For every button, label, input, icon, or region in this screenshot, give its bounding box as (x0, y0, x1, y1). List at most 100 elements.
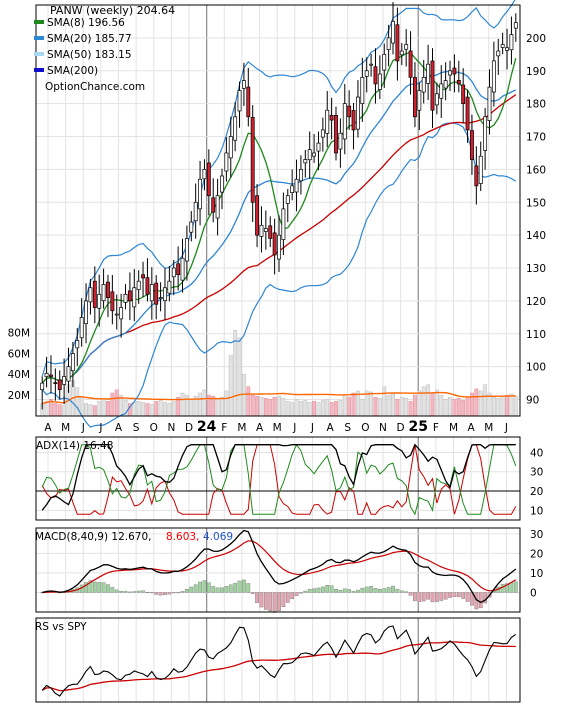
volume-bar (505, 394, 509, 417)
volume-bar (53, 403, 58, 417)
macd-histogram-bar (452, 592, 457, 597)
macd-histogram-bar (272, 592, 277, 613)
macd-histogram-bar (198, 581, 202, 593)
month-tick-label: J (310, 422, 314, 434)
candle-body (456, 79, 461, 85)
macd-histogram-bar (224, 586, 229, 593)
macd-histogram-bar (158, 592, 163, 596)
macd-histogram-bar (290, 592, 295, 600)
macd-histogram-bar (417, 592, 422, 603)
macd-histogram-bar (443, 592, 448, 600)
volume-bar (320, 400, 325, 417)
macd-histogram-bar (220, 587, 224, 593)
candle-body (417, 90, 422, 111)
candle-body (496, 50, 501, 57)
volume-bar (373, 396, 378, 417)
candle-body (53, 382, 58, 384)
candle-body (119, 307, 124, 320)
candle-body (483, 116, 488, 151)
macd-histogram-bar (255, 592, 259, 603)
volume-tick-label: 80M (8, 327, 30, 339)
volume-bar (281, 397, 286, 417)
volume-bar (303, 400, 308, 417)
price-tick-label: 90 (526, 395, 539, 407)
candle-body (163, 287, 167, 301)
volume-bar (312, 401, 316, 417)
month-tick-label: J (292, 422, 296, 434)
legend-swatch-sma200 (34, 68, 44, 72)
volume-bar (307, 402, 312, 417)
macd-histogram-bar (338, 590, 343, 593)
volume-bar (75, 387, 80, 417)
volume-bar (242, 373, 246, 417)
macd-histogram-bar (228, 584, 233, 593)
macd-signal-line (42, 540, 517, 594)
macd-histogram-bar (478, 592, 483, 609)
macd-histogram-bar (342, 588, 347, 593)
candle-body (180, 257, 185, 281)
macd-histogram-bar (386, 587, 391, 593)
volume-bar (110, 392, 115, 417)
minus-di-line (41, 444, 517, 515)
volume-bar (294, 399, 299, 417)
volume-bar (404, 397, 409, 417)
candle-body (351, 110, 356, 131)
volume-bar (167, 403, 172, 417)
candle-body (500, 44, 505, 48)
volume-bar (171, 401, 176, 417)
volume-bar (513, 395, 518, 417)
volume-bar (377, 397, 382, 417)
volume-bar (491, 396, 496, 417)
macd-histogram-bar (145, 591, 150, 593)
candle-body (307, 149, 312, 161)
month-tick-label: M (484, 422, 493, 434)
adx-line (41, 443, 516, 511)
month-tick-label: F (221, 422, 227, 434)
volume-bar (224, 390, 229, 417)
candle-body (84, 300, 88, 325)
macd-histogram-bar (382, 588, 387, 593)
macd-histogram-bar (356, 589, 360, 593)
volume-bar (250, 394, 255, 417)
label-layer: PANW (weekly) 204.64 SMA(8) 196.56 SMA(2… (34, 4, 233, 633)
month-tick-label: M (237, 422, 246, 434)
candle-body (92, 280, 97, 308)
candle-body (40, 382, 45, 391)
volume-bar (369, 391, 374, 417)
volume-bar (391, 392, 395, 417)
month-tick-label: N (167, 422, 175, 434)
macd-histogram-bar (285, 592, 290, 603)
macd-histogram-bar (395, 588, 400, 593)
volume-bar (413, 394, 417, 417)
macd-histogram-bar (193, 584, 198, 593)
rs-average-line (41, 641, 516, 692)
volume-bar (483, 384, 488, 417)
candle-body (316, 142, 321, 152)
macd-histogram-bar (316, 587, 321, 593)
candle-body (369, 63, 374, 66)
candle-body (66, 366, 71, 382)
macd-tick-label: 20 (530, 548, 543, 560)
volume-bar (334, 401, 338, 417)
volume-bar (141, 402, 145, 417)
volume-bar (417, 390, 422, 417)
candle-body (277, 234, 281, 260)
macd-histogram-bar (364, 586, 369, 593)
macd-histogram-bar (154, 592, 159, 595)
macd-histogram-bar (294, 592, 299, 597)
volume-bar (285, 401, 290, 417)
macd-histogram-bar (360, 587, 365, 593)
volume-tick-label: 20M (8, 390, 30, 402)
candle-body (263, 228, 268, 232)
volume-bar (237, 337, 242, 417)
volume-bar (299, 401, 303, 417)
macd-histogram-bar (320, 586, 325, 593)
candle-body (198, 178, 202, 210)
candle-body (386, 37, 391, 51)
price-tick-label: 120 (526, 296, 546, 308)
volume-bar (44, 401, 49, 417)
candle-body (211, 197, 216, 213)
volume-bar (395, 399, 400, 417)
macd-histogram-bar (106, 584, 110, 593)
candle-body (224, 152, 229, 172)
